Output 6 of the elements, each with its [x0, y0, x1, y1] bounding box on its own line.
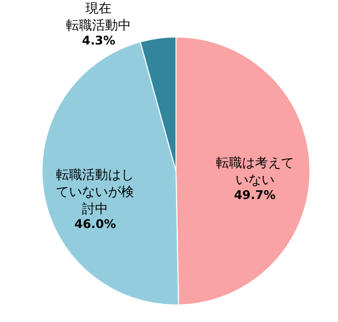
data-label: 46.0% — [74, 216, 116, 231]
slice-label: 現在転職活動中 — [66, 2, 132, 34]
slice-label: 転職活動はしていないが検討中 — [56, 168, 134, 217]
slice-label: 転職は考えていない — [216, 156, 294, 188]
data-label: 4.3% — [82, 34, 116, 48]
data-label: 49.7% — [234, 188, 276, 202]
